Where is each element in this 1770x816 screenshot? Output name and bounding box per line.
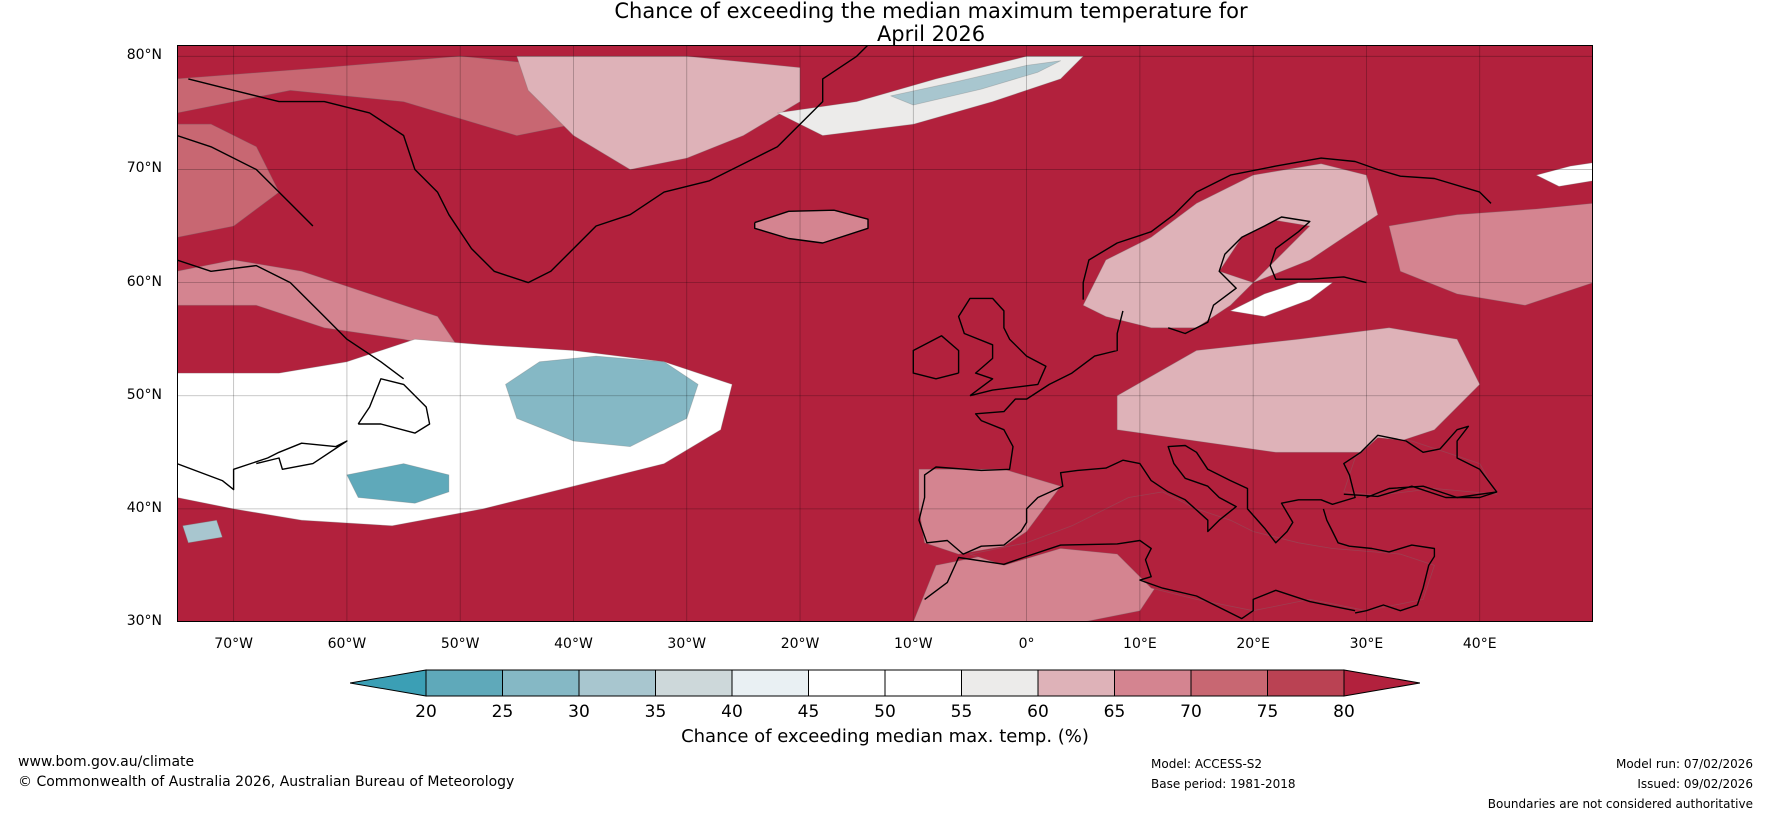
north-russia (1388, 202, 1593, 306)
footer-website: www.bom.gov.au/climate (18, 754, 195, 770)
colorbar-over-arrow (1343, 669, 1420, 697)
latitude-label: 30°N (126, 613, 162, 629)
colorbar-segment (1190, 669, 1268, 697)
longitude-label: 20°E (1236, 636, 1270, 652)
black-sea-south-coastline (1343, 485, 1497, 499)
footer-disclaimer: Boundaries are not considered authoritat… (1487, 797, 1753, 811)
greenland-coastline (188, 45, 869, 284)
mediterranean (969, 491, 1435, 612)
map-title-line-1: Chance of exceeding the median maximum t… (614, 0, 1248, 23)
baffin-area (177, 123, 280, 238)
latitude-label: 70°N (126, 160, 162, 177)
central-europe (1116, 327, 1481, 453)
latitude-label: 40°N (126, 499, 162, 516)
baltic-neutral (1230, 282, 1333, 317)
colorbar-segment (425, 669, 503, 697)
colorbar-segment (578, 669, 656, 697)
longitude-label: 70°W (214, 636, 253, 652)
colorbar-tick-label: 45 (797, 702, 820, 722)
baffin-coastline (177, 134, 314, 227)
longitude-label: 20°W (780, 636, 820, 652)
iceland-coastline (754, 209, 869, 244)
ireland-coastline (912, 335, 960, 380)
colorbar-segment (961, 669, 1039, 697)
colorbar-under-arrow (350, 669, 427, 697)
colorbar-segment (655, 669, 733, 697)
colorbar (350, 669, 1420, 697)
north-africa-coastline (924, 539, 1356, 620)
colorbar-tick-label: 80 (1333, 702, 1355, 722)
longitude-label: 10°W (893, 636, 933, 652)
graticule (177, 45, 1593, 622)
small-cold-anomaly (182, 519, 223, 544)
longitude-label: 30°W (667, 636, 707, 652)
colorbar-label: Chance of exceeding median max. temp. (%… (681, 726, 1089, 747)
colorbar-tick-label: 25 (491, 702, 514, 722)
longitude-label: 10°E (1123, 636, 1157, 652)
barents-neutral (1536, 162, 1593, 187)
iberia (918, 468, 1061, 555)
longitude-label: 60°W (327, 636, 367, 652)
colorbar-tick-label: 30 (568, 702, 590, 722)
colorbar-segment (731, 669, 809, 697)
colorbar-segment (502, 669, 580, 697)
map-frame (177, 45, 1593, 622)
longitude-label: 50°W (440, 636, 480, 652)
colorbar-segment (1037, 669, 1115, 697)
longitude-label: 40°E (1462, 636, 1497, 652)
colorbar-tick-label: 50 (874, 702, 896, 722)
footer-issued: Issued: 09/02/2026 (1637, 777, 1753, 791)
black-sea (1343, 437, 1498, 496)
colorbar-segment (808, 669, 886, 697)
colorbar-segment (1267, 669, 1345, 697)
latitude-label: 80°N (126, 47, 162, 64)
footer-base-period: Base period: 1981-2018 (1151, 777, 1296, 791)
longitude-label: 0° (1018, 636, 1035, 652)
map-panel (177, 45, 1593, 622)
svalbard-cold-anomaly (890, 60, 1061, 106)
colorbar-tick-label: 70 (1180, 702, 1202, 722)
scandinavia (1082, 163, 1379, 329)
colorbar-tick-label: 55 (950, 702, 973, 722)
norway-sweden-coastline (1082, 157, 1492, 300)
footer-copyright: © Commonwealth of Australia 2026, Austra… (18, 774, 515, 790)
colorbar-tick-label: 60 (1027, 702, 1049, 722)
turkey-coastline (1322, 508, 1436, 614)
britain-coastline (957, 297, 1047, 397)
mid-atlantic-cold-anomaly (505, 355, 699, 448)
colorbar-segment (1114, 669, 1192, 697)
longitude-label: 30°E (1349, 636, 1384, 652)
colorbar-tick-label: 20 (415, 702, 437, 722)
colorbar-segment (884, 669, 962, 697)
anomaly-regions (177, 55, 1593, 622)
sweden-east-coastline (1167, 216, 1367, 335)
labrador-sea-area (177, 259, 461, 351)
footer-model: Model: ACCESS-S2 (1151, 757, 1263, 771)
newfoundland-coastline (357, 378, 431, 434)
labrador-coastline (177, 259, 405, 380)
probability-map (177, 45, 1593, 622)
east-greenland-area (516, 55, 801, 170)
colorbar-tick-label: 40 (721, 702, 743, 722)
colorbar-tick-label: 65 (1103, 702, 1126, 722)
colorbar-tick-label: 35 (644, 702, 667, 722)
map-title: Chance of exceeding the median maximum t… (0, 0, 1770, 46)
latitude-label: 60°N (126, 273, 162, 290)
colorbar-segments (425, 669, 1345, 697)
subtropical-cold-anomaly (346, 463, 450, 504)
coastlines (177, 45, 1498, 620)
footer-model-run: Model run: 07/02/2026 (1615, 757, 1753, 771)
nova-scotia-coastline (177, 440, 348, 491)
map-title-line-2: April 2026 (876, 22, 986, 46)
continental-coastline (918, 310, 1498, 555)
latitude-label: 50°N (126, 386, 162, 403)
longitude-label: 40°W (554, 636, 593, 652)
colorbar-tick-label: 75 (1256, 702, 1279, 722)
